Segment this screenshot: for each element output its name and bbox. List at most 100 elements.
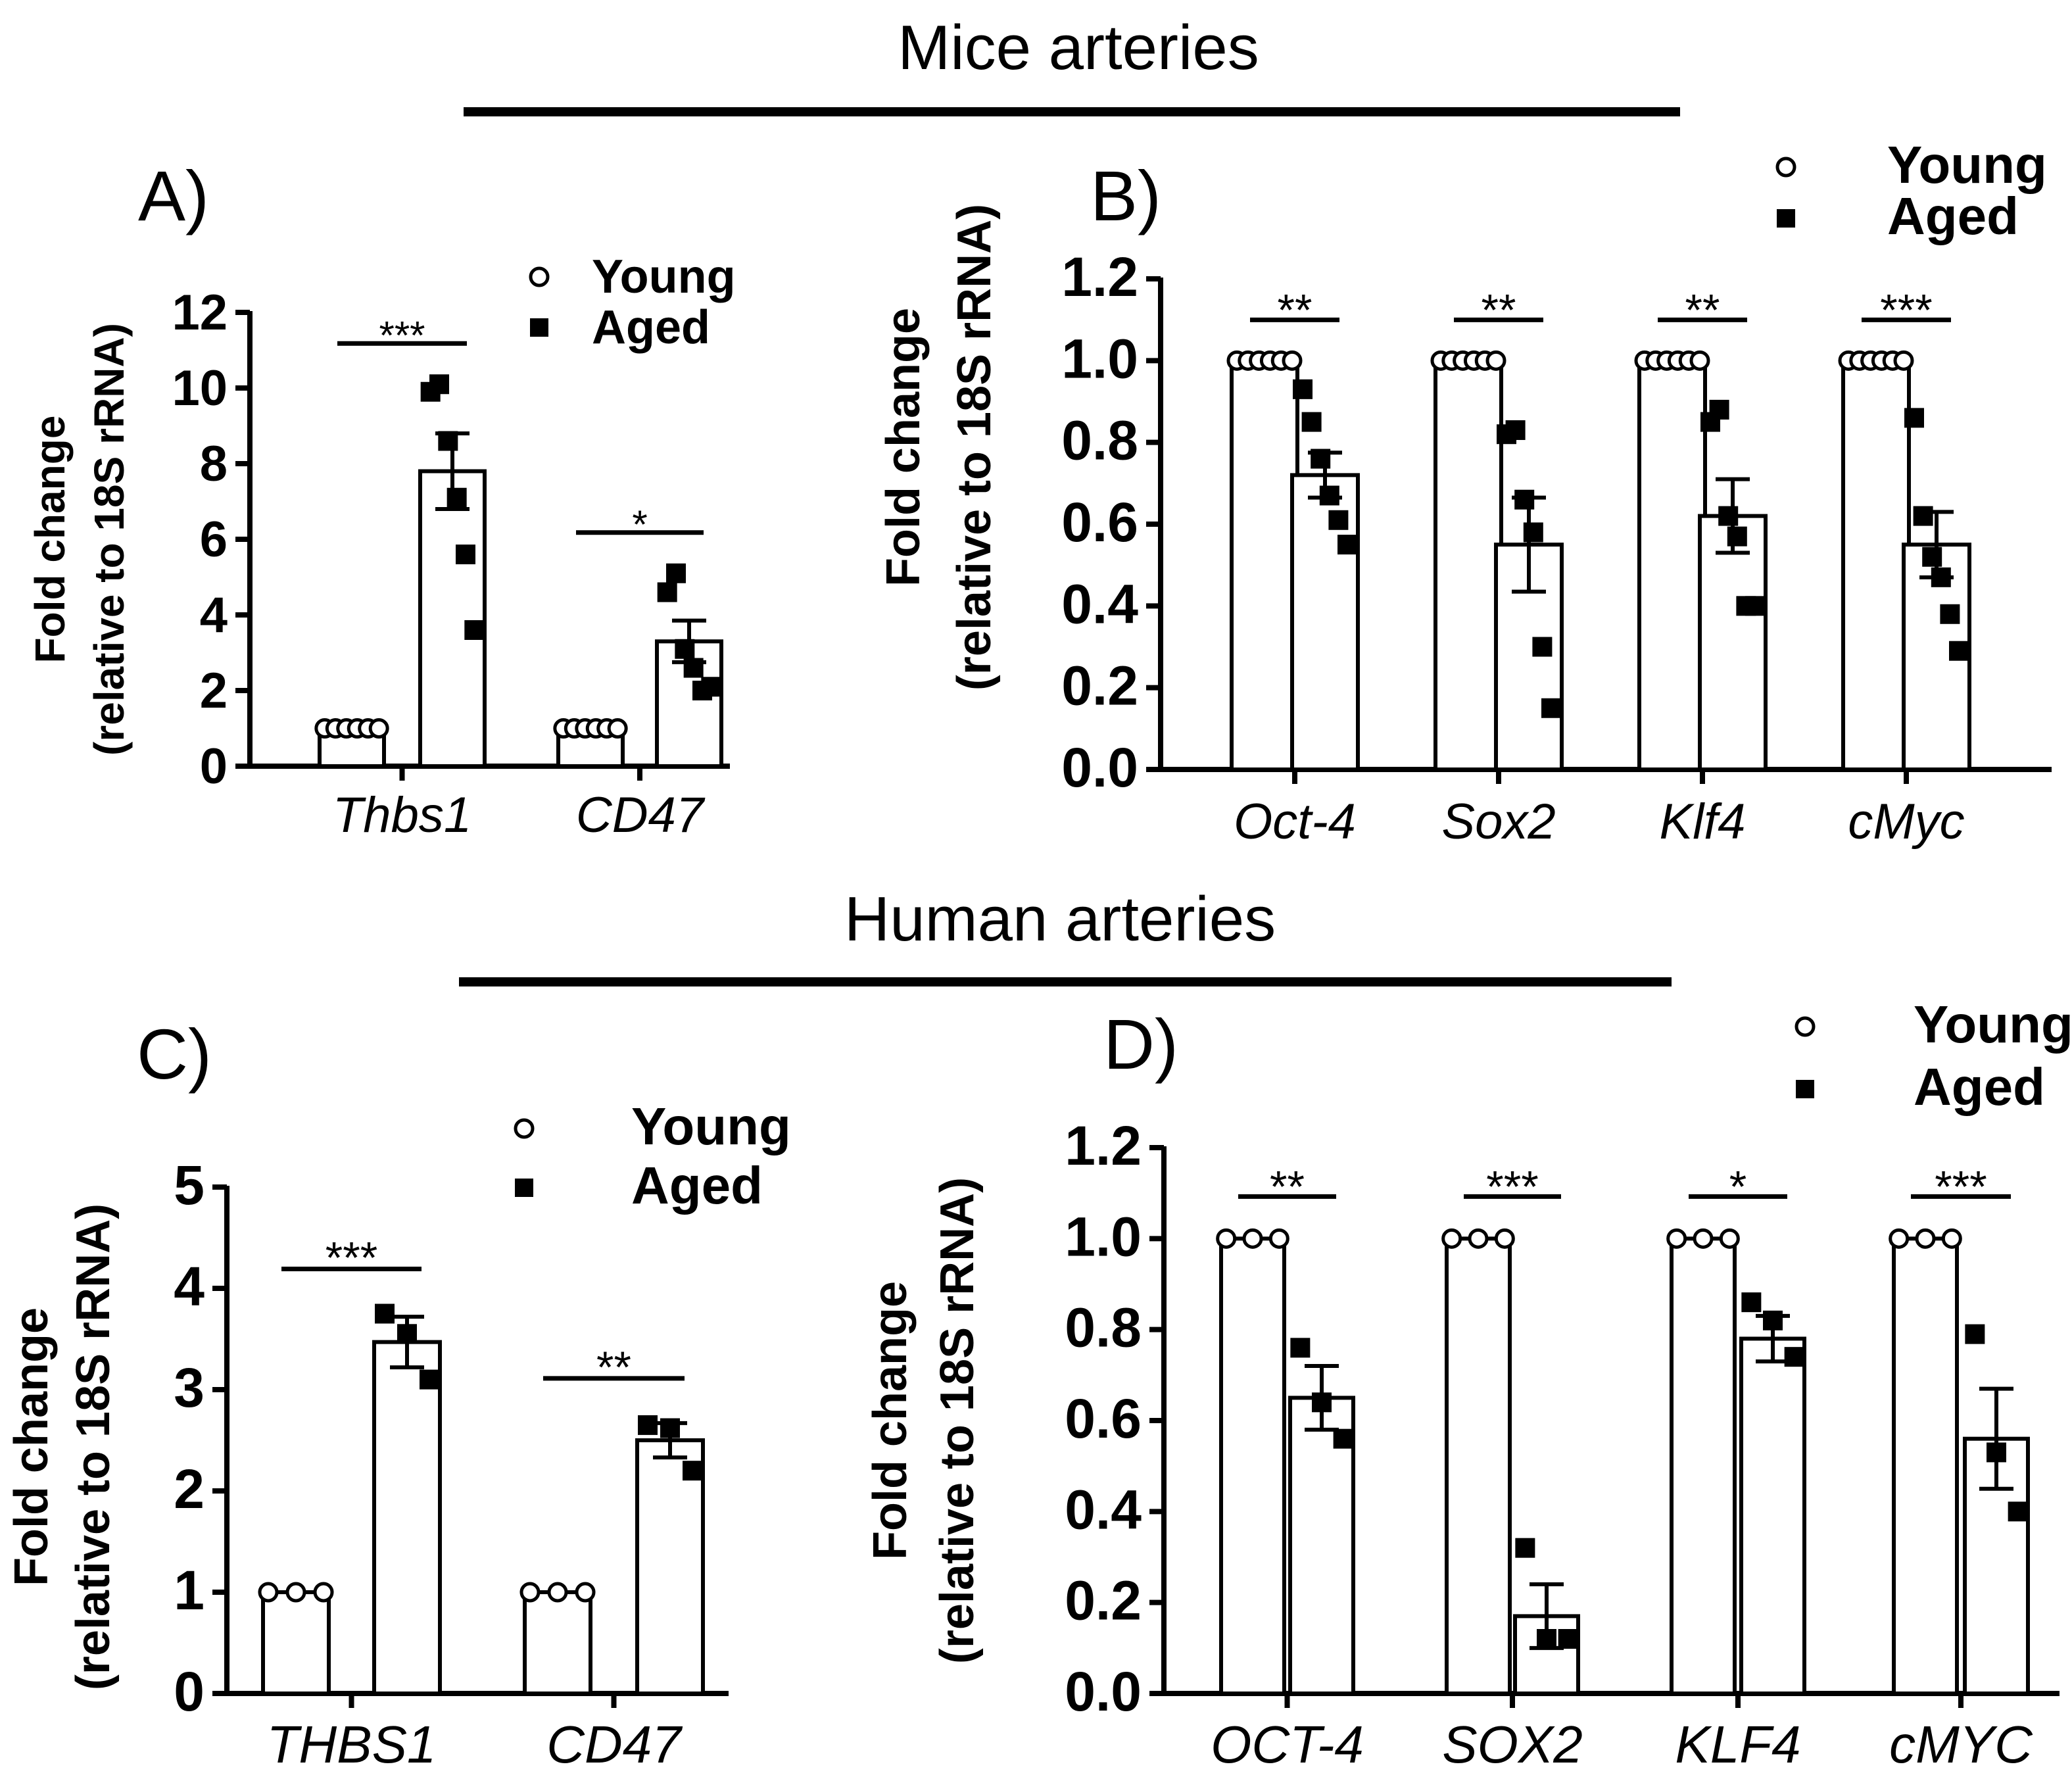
legend-young-label: Young bbox=[1914, 995, 2072, 1054]
bar-young-cd47 bbox=[523, 1590, 592, 1695]
significance-marker: *** bbox=[379, 313, 425, 357]
point-aged bbox=[1523, 522, 1543, 543]
y-tick-label: 2 bbox=[200, 663, 228, 719]
bar-young-cmyc bbox=[1841, 358, 1911, 771]
significance-marker: ** bbox=[1278, 285, 1313, 335]
y-tick-label: 0.4 bbox=[1065, 1478, 1142, 1540]
category-label-sox2: SOX2 bbox=[1442, 1715, 1582, 1774]
point-young bbox=[1915, 1228, 1936, 1249]
category-label-oct-4: OCT-4 bbox=[1211, 1715, 1364, 1774]
point-aged bbox=[1727, 526, 1747, 547]
point-aged bbox=[420, 1369, 439, 1390]
point-young bbox=[1719, 1228, 1740, 1249]
category-label-oct-4: Oct-4 bbox=[1234, 794, 1356, 850]
bar-aged-thbs1 bbox=[418, 469, 487, 768]
panel-label-A: A) bbox=[138, 156, 209, 235]
y-axis-label-line2: (relative to 18S rRNA) bbox=[67, 1204, 120, 1690]
bar-aged-thbs1 bbox=[372, 1340, 442, 1695]
y-tick-label: 0.0 bbox=[1061, 737, 1138, 798]
bar-young-klf4 bbox=[1670, 1236, 1737, 1696]
significance-marker: ** bbox=[596, 1342, 631, 1392]
y-tick-label: 4 bbox=[200, 587, 228, 643]
y-tick-label: 8 bbox=[200, 436, 228, 492]
bar-young-oct-4 bbox=[1230, 358, 1299, 771]
y-tick-label: 1.0 bbox=[1065, 1205, 1142, 1267]
point-aged bbox=[1904, 408, 1924, 428]
y-tick-label: 0.4 bbox=[1061, 573, 1138, 635]
point-aged bbox=[638, 1415, 658, 1435]
point-aged bbox=[1745, 596, 1765, 616]
y-tick-label: 5 bbox=[174, 1154, 205, 1216]
point-aged bbox=[1505, 420, 1526, 441]
y-tick-label: 12 bbox=[172, 285, 228, 341]
point-young bbox=[1485, 350, 1506, 371]
legend-young-label: Young bbox=[1887, 135, 2047, 194]
legend-aged-label: Aged bbox=[1887, 187, 2019, 245]
point-aged bbox=[446, 487, 467, 508]
point-aged bbox=[1328, 510, 1349, 530]
mice-section-title: Mice arteries bbox=[898, 12, 1259, 83]
point-aged bbox=[397, 1324, 417, 1344]
point-aged bbox=[1301, 412, 1322, 432]
point-young bbox=[1282, 350, 1303, 371]
bar-young-sox2 bbox=[1445, 1236, 1512, 1696]
legend-young-marker bbox=[1775, 157, 1796, 178]
y-axis-label-line1: Fold change bbox=[877, 308, 930, 587]
category-label-cmyc: cMYC bbox=[1889, 1715, 2033, 1774]
significance-marker: ** bbox=[1482, 285, 1516, 335]
category-label-thbs1: THBS1 bbox=[267, 1715, 437, 1774]
point-aged bbox=[683, 1461, 702, 1481]
point-young bbox=[313, 1582, 334, 1603]
point-young bbox=[1693, 1228, 1714, 1249]
point-aged bbox=[1987, 1442, 2006, 1463]
point-aged bbox=[1709, 399, 1729, 420]
point-aged bbox=[1718, 506, 1739, 526]
legend-aged-label: Aged bbox=[631, 1156, 763, 1215]
point-aged bbox=[429, 374, 450, 395]
bar-young-cmyc bbox=[1892, 1236, 1959, 1696]
legend-aged-marker bbox=[515, 1179, 533, 1197]
point-aged bbox=[1514, 489, 1535, 510]
y-tick-label: 0.6 bbox=[1061, 491, 1138, 553]
panel-B: B) Fold change (relative to 18S rRNA) 0.0 0.… bbox=[877, 135, 2052, 850]
point-aged bbox=[464, 620, 485, 640]
point-young bbox=[285, 1582, 306, 1603]
y-tick-label: 1.2 bbox=[1061, 246, 1138, 308]
bar-aged-klf4 bbox=[1739, 1336, 1806, 1695]
point-aged bbox=[660, 1418, 680, 1438]
y-tick-label: 0.0 bbox=[1065, 1661, 1142, 1722]
significance-marker: ** bbox=[1270, 1161, 1305, 1211]
significance-marker: * bbox=[632, 502, 647, 547]
y-axis-label-line2: (relative to 18S rRNA) bbox=[85, 323, 133, 756]
y-tick-label: 0 bbox=[174, 1661, 205, 1722]
point-aged bbox=[1319, 485, 1339, 506]
point-aged bbox=[1763, 1310, 1783, 1330]
significance-marker: *** bbox=[325, 1233, 377, 1283]
point-young bbox=[519, 1582, 541, 1603]
y-axis-label-line1: Fold change bbox=[864, 1281, 917, 1560]
point-young bbox=[1242, 1228, 1263, 1249]
y-tick-label: 0.2 bbox=[1065, 1570, 1142, 1632]
panel-label-B: B) bbox=[1090, 156, 1161, 235]
y-tick-label: 0.2 bbox=[1061, 655, 1138, 717]
y-tick-label: 10 bbox=[172, 360, 228, 416]
y-tick-label: 0.6 bbox=[1065, 1388, 1142, 1449]
point-young bbox=[1893, 350, 1914, 371]
panel-C: C) Fold change (relative to 18S rRNA) 0 1 2 3 4… bbox=[5, 1014, 791, 1774]
point-aged bbox=[1741, 1292, 1762, 1313]
bar-young-klf4 bbox=[1637, 358, 1707, 771]
y-tick-label: 2 bbox=[174, 1458, 205, 1520]
point-aged bbox=[1515, 1538, 1535, 1558]
legend-young-marker bbox=[514, 1118, 535, 1139]
point-young bbox=[1494, 1228, 1515, 1249]
y-tick-label: 0.8 bbox=[1065, 1297, 1142, 1359]
significance-marker: *** bbox=[1486, 1161, 1538, 1211]
point-aged bbox=[1913, 506, 1933, 526]
point-aged bbox=[1931, 567, 1951, 587]
point-aged bbox=[1784, 1347, 1804, 1367]
legend-young-marker bbox=[1795, 1016, 1816, 1037]
point-aged bbox=[1537, 1629, 1556, 1649]
point-aged bbox=[1541, 698, 1561, 718]
point-aged bbox=[438, 431, 458, 451]
legend-young-label: Young bbox=[631, 1097, 791, 1156]
